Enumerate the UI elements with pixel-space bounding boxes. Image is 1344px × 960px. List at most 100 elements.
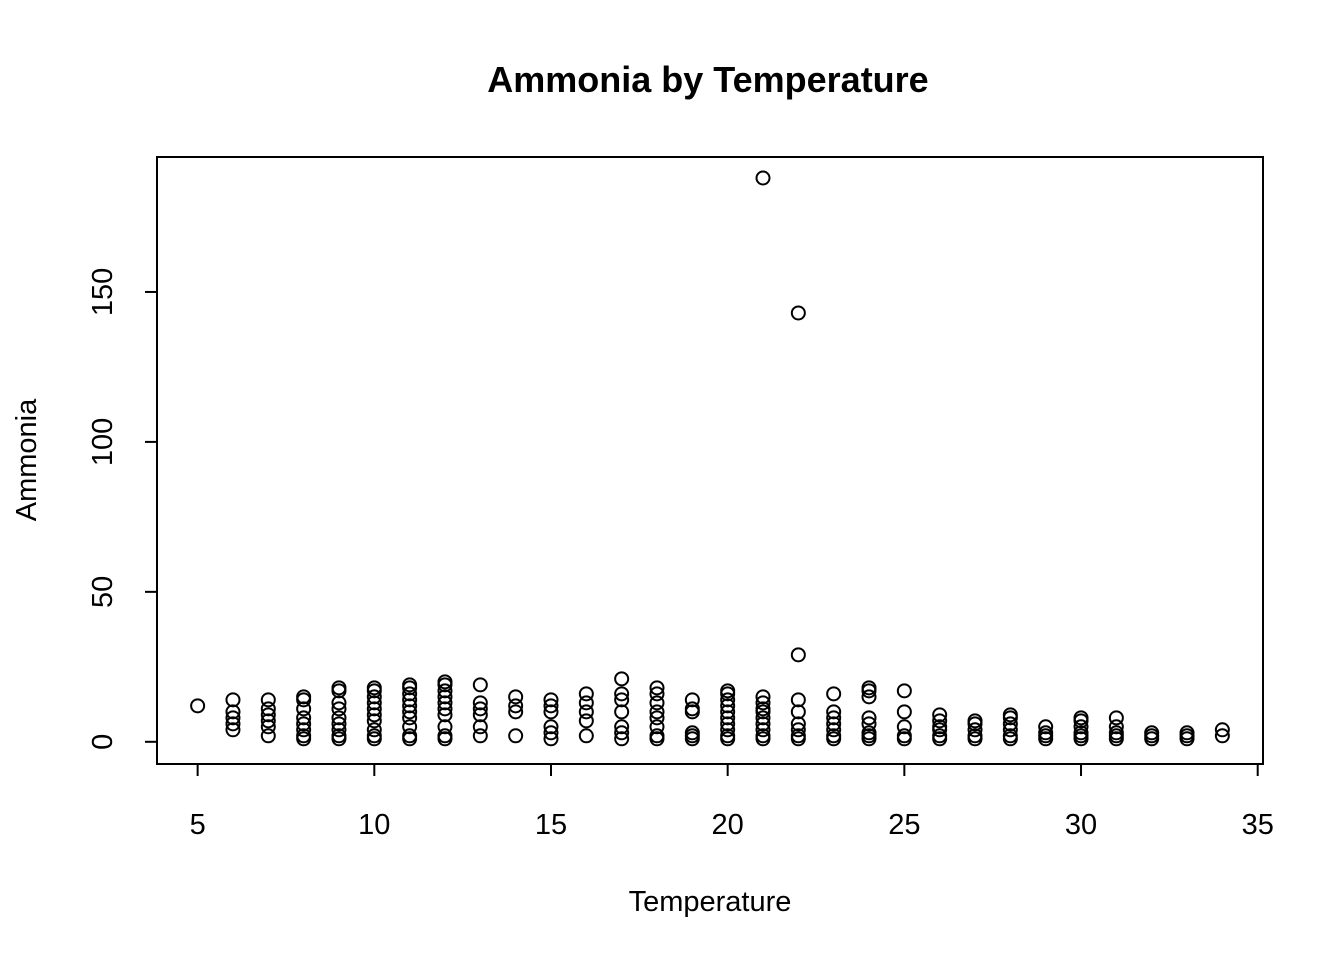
data-point: [296, 722, 312, 738]
data-point: [790, 305, 806, 321]
data-point: [508, 728, 524, 744]
data-point: [402, 686, 418, 702]
data-point: [755, 689, 771, 705]
data-point: [472, 728, 488, 744]
data-point: [720, 731, 736, 747]
data-point: [826, 704, 842, 720]
data-point: [649, 686, 665, 702]
data-point: [896, 683, 912, 699]
data-point: [296, 701, 312, 717]
x-tick-label: 5: [190, 809, 206, 841]
data-point: [1002, 716, 1018, 732]
data-point: [366, 713, 382, 729]
data-point: [1144, 731, 1160, 747]
data-point: [366, 731, 382, 747]
data-point: [437, 695, 453, 711]
data-point: [1038, 728, 1054, 744]
data-point: [260, 728, 276, 744]
data-point: [543, 731, 559, 747]
data-point: [402, 680, 418, 696]
data-point: [790, 716, 806, 732]
data-point: [225, 692, 241, 708]
data-point: [720, 716, 736, 732]
data-point: [614, 692, 630, 708]
data-point: [1108, 728, 1124, 744]
data-point: [543, 725, 559, 741]
data-point: [260, 713, 276, 729]
data-point: [366, 707, 382, 723]
data-point: [755, 695, 771, 711]
data-point: [578, 728, 594, 744]
data-point: [826, 710, 842, 726]
data-point: [614, 719, 630, 735]
data-point: [402, 692, 418, 708]
data-point: [755, 716, 771, 732]
data-point: [437, 701, 453, 717]
data-point: [932, 713, 948, 729]
data-point: [896, 728, 912, 744]
y-axis: 0 50 100 150: [87, 268, 158, 750]
data-point: [684, 701, 700, 717]
data-point: [366, 695, 382, 711]
data-point: [790, 731, 806, 747]
x-tick-label: 10: [358, 809, 390, 841]
data-point: [755, 722, 771, 738]
data-point: [967, 731, 983, 747]
data-point: [649, 731, 665, 747]
data-point: [437, 719, 453, 735]
data-point: [1002, 722, 1018, 738]
data-point: [649, 728, 665, 744]
data-point: [790, 704, 806, 720]
data-point: [190, 698, 206, 714]
y-tick-label: 50: [87, 576, 119, 608]
data-point: [684, 692, 700, 708]
data-point: [896, 731, 912, 747]
data-point: [684, 704, 700, 720]
data-point: [896, 704, 912, 720]
data-point: [1002, 710, 1018, 726]
x-tick-label: 30: [1065, 809, 1097, 841]
data-point: [331, 701, 347, 717]
data-point: [1179, 728, 1195, 744]
data-point: [1073, 731, 1089, 747]
data-point: [1073, 713, 1089, 729]
data-point: [366, 683, 382, 699]
y-axis-label: Ammonia: [11, 398, 43, 521]
data-point: [720, 692, 736, 708]
data-point: [225, 722, 241, 738]
data-point: [790, 692, 806, 708]
data-point: [296, 716, 312, 732]
data-point: [472, 701, 488, 717]
data-point: [508, 698, 524, 714]
data-point: [508, 704, 524, 720]
data-point: [366, 701, 382, 717]
data-point: [755, 170, 771, 186]
x-axis: 5 10 15 20 25 30 35: [190, 763, 1274, 841]
y-tick-label: 100: [87, 418, 119, 466]
data-point: [331, 680, 347, 696]
data-point: [225, 704, 241, 720]
data-point: [331, 716, 347, 732]
data-point: [614, 704, 630, 720]
data-point: [861, 716, 877, 732]
data-point: [578, 686, 594, 702]
data-point: [649, 719, 665, 735]
data-point: [649, 695, 665, 711]
data-point: [331, 695, 347, 711]
data-point: [402, 698, 418, 714]
data-point: [896, 719, 912, 735]
x-axis-label: Temperature: [629, 886, 792, 918]
data-point: [649, 680, 665, 696]
data-point: [296, 731, 312, 747]
data-point: [614, 671, 630, 687]
data-point: [790, 647, 806, 663]
data-point: [402, 719, 418, 735]
data-point: [543, 704, 559, 720]
data-point: [1002, 731, 1018, 747]
data-point: [967, 716, 983, 732]
chart-title: Ammonia by Temperature: [487, 59, 928, 100]
data-point: [260, 692, 276, 708]
data-point: [331, 731, 347, 747]
data-point: [790, 722, 806, 738]
